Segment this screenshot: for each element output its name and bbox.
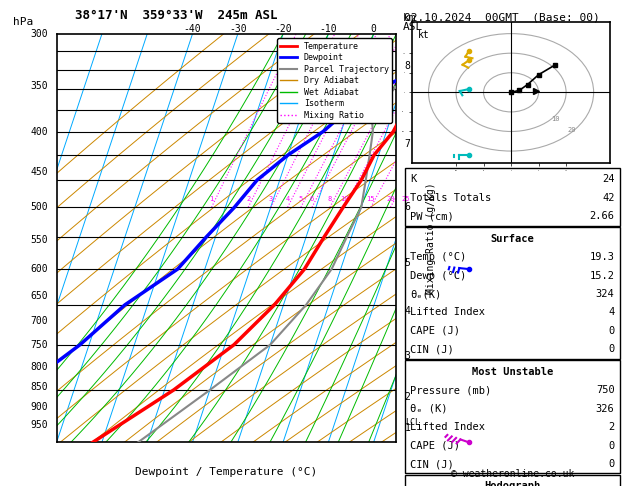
Text: -30: -30 [229, 24, 247, 34]
Text: 0: 0 [370, 24, 377, 34]
Text: 550: 550 [30, 235, 48, 244]
Text: 8: 8 [405, 61, 411, 71]
Text: 2: 2 [608, 422, 615, 432]
Text: Dewp (°C): Dewp (°C) [410, 271, 466, 280]
Text: 650: 650 [30, 291, 48, 301]
Text: Temp (°C): Temp (°C) [410, 252, 466, 262]
Text: 350: 350 [30, 81, 48, 91]
Text: Dewpoint / Temperature (°C): Dewpoint / Temperature (°C) [135, 467, 318, 477]
Text: 600: 600 [30, 264, 48, 274]
Text: 3: 3 [269, 196, 273, 202]
Text: 02.10.2024  00GMT  (Base: 00): 02.10.2024 00GMT (Base: 00) [404, 12, 600, 22]
Text: 750: 750 [30, 340, 48, 350]
Text: CAPE (J): CAPE (J) [410, 441, 460, 451]
Text: 700: 700 [30, 316, 48, 326]
Text: θₑ (K): θₑ (K) [410, 404, 448, 414]
Text: kt: kt [418, 30, 429, 40]
Text: Hodograph: Hodograph [484, 482, 540, 486]
Text: 10: 10 [551, 116, 559, 122]
Text: 326: 326 [596, 404, 615, 414]
Text: km: km [403, 13, 416, 23]
Text: 4: 4 [608, 308, 615, 317]
Text: Lifted Index: Lifted Index [410, 422, 485, 432]
Text: 2.66: 2.66 [589, 211, 615, 221]
Text: 850: 850 [30, 382, 48, 392]
Text: 10: 10 [340, 196, 348, 202]
Text: 0: 0 [608, 459, 615, 469]
Text: 5: 5 [405, 259, 411, 268]
Text: 0: 0 [608, 326, 615, 336]
Legend: Temperature, Dewpoint, Parcel Trajectory, Dry Adiabat, Wet Adiabat, Isotherm, Mi: Temperature, Dewpoint, Parcel Trajectory… [277, 38, 392, 123]
Text: Most Unstable: Most Unstable [472, 367, 553, 377]
Text: 400: 400 [30, 126, 48, 137]
Text: 25: 25 [402, 196, 410, 202]
Text: CIN (J): CIN (J) [410, 345, 454, 354]
Text: 4: 4 [286, 196, 290, 202]
Text: θₑ(K): θₑ(K) [410, 289, 442, 299]
Text: 38°17'N  359°33'W  245m ASL: 38°17'N 359°33'W 245m ASL [75, 9, 278, 22]
Text: Surface: Surface [491, 234, 534, 243]
Text: 42: 42 [602, 193, 615, 203]
Text: K: K [410, 174, 416, 184]
Text: 15.2: 15.2 [589, 271, 615, 280]
Text: © weatheronline.co.uk: © weatheronline.co.uk [450, 469, 574, 479]
Text: Totals Totals: Totals Totals [410, 193, 491, 203]
Text: 4: 4 [405, 307, 411, 316]
Text: 900: 900 [30, 401, 48, 412]
Text: 324: 324 [596, 289, 615, 299]
Text: 5: 5 [299, 196, 303, 202]
Text: 15: 15 [367, 196, 375, 202]
Text: 750: 750 [596, 385, 615, 395]
Text: hPa: hPa [13, 17, 33, 27]
Text: 950: 950 [30, 420, 48, 430]
Text: 7: 7 [405, 139, 411, 149]
Text: 24: 24 [602, 174, 615, 184]
Text: 6: 6 [310, 196, 314, 202]
Text: Lifted Index: Lifted Index [410, 308, 485, 317]
Text: 19.3: 19.3 [589, 252, 615, 262]
Text: 2: 2 [405, 392, 411, 402]
Text: -10: -10 [320, 24, 337, 34]
Text: CAPE (J): CAPE (J) [410, 326, 460, 336]
Text: LCL: LCL [405, 418, 420, 427]
Text: 800: 800 [30, 362, 48, 372]
Text: 2: 2 [246, 196, 250, 202]
Text: 1: 1 [405, 423, 411, 434]
Text: 500: 500 [30, 202, 48, 212]
Text: CIN (J): CIN (J) [410, 459, 454, 469]
Text: PW (cm): PW (cm) [410, 211, 454, 221]
Text: 3: 3 [405, 351, 411, 361]
Text: -20: -20 [274, 24, 292, 34]
Text: 6: 6 [405, 202, 411, 212]
Text: 20: 20 [386, 196, 395, 202]
Text: 0: 0 [608, 345, 615, 354]
Text: -40: -40 [184, 24, 201, 34]
Text: 300: 300 [30, 29, 48, 39]
Text: 450: 450 [30, 167, 48, 176]
Text: 1: 1 [209, 196, 214, 202]
Text: 20: 20 [567, 127, 576, 133]
Text: Mixing Ratio (g/kg): Mixing Ratio (g/kg) [426, 182, 436, 294]
Text: 8: 8 [328, 196, 332, 202]
Text: 0: 0 [608, 441, 615, 451]
Text: ASL: ASL [403, 21, 423, 32]
Text: Pressure (mb): Pressure (mb) [410, 385, 491, 395]
